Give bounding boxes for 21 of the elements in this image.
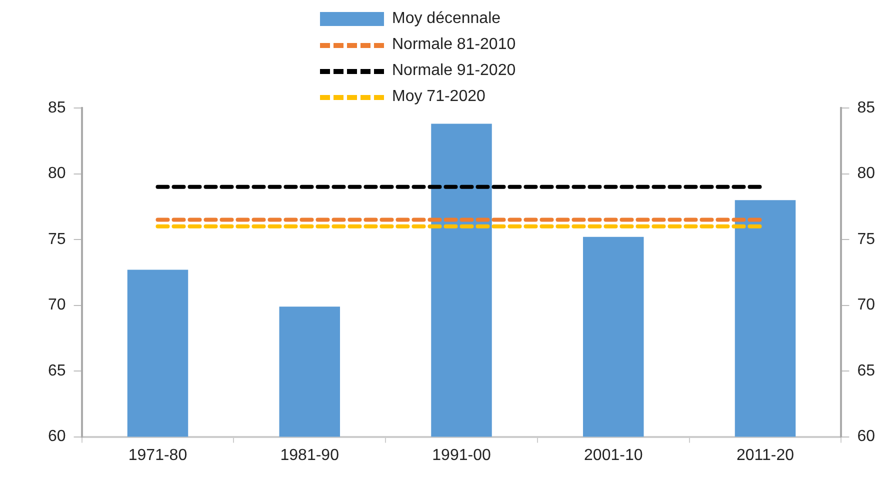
- x-tick-label: 2011-20: [736, 446, 794, 464]
- y-tick-label: 80: [48, 165, 66, 182]
- legend-label: Normale 91-2020: [392, 62, 516, 80]
- y2-tick-label: 85: [857, 99, 876, 116]
- x-tick-label: 1981-90: [280, 446, 340, 464]
- x-tick-label: 1971-80: [128, 446, 188, 464]
- y-tick-label: 85: [48, 99, 66, 116]
- y2-tick-label: 65: [857, 362, 876, 380]
- y2-tick-label: 80: [857, 165, 876, 182]
- legend-label: Moy 71-2020: [392, 88, 486, 106]
- y2-tick-label: 75: [857, 230, 876, 248]
- y-tick-label: 75: [48, 230, 66, 248]
- y2-tick-label: 70: [857, 296, 876, 314]
- y-tick-label: 65: [48, 362, 66, 380]
- y2-tick-label: 60: [857, 428, 876, 446]
- legend-label: Normale 81-2010: [392, 36, 516, 54]
- y-tick-label: 60: [48, 428, 66, 446]
- x-tick-label: 1991-00: [432, 446, 491, 464]
- legend-label: Moy décennale: [392, 10, 501, 28]
- x-tick-label: 2001-10: [584, 446, 643, 464]
- y-tick-label: 70: [48, 296, 66, 314]
